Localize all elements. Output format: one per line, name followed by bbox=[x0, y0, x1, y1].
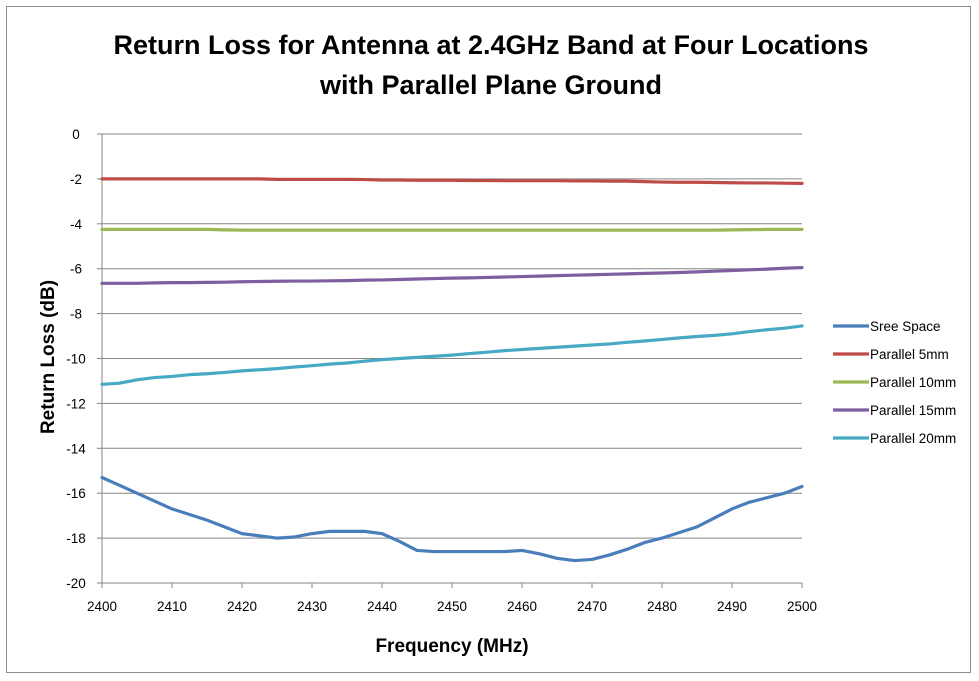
chart-title-line-2: with Parallel Plane Ground bbox=[319, 70, 662, 100]
legend: Sree Space Parallel 5mm Parallel 10mm Paral… bbox=[833, 319, 956, 446]
y-tick-label: -6 bbox=[70, 262, 82, 277]
y-tick-label: -2 bbox=[70, 172, 82, 187]
x-tick-label: 2450 bbox=[437, 599, 467, 614]
x-tick-label: 2490 bbox=[717, 599, 747, 614]
legend-label-parallel-5mm: Parallel 5mm bbox=[870, 347, 949, 362]
series-line-sree-space bbox=[100, 475, 804, 563]
legend-label-parallel-10mm: Parallel 10mm bbox=[870, 375, 956, 390]
legend-label-sree-space: Sree Space bbox=[870, 319, 941, 334]
legend-label-parallel-20mm: Parallel 20mm bbox=[870, 431, 956, 446]
series-line-parallel-10mm bbox=[100, 227, 804, 232]
y-tick-label: -20 bbox=[66, 576, 86, 591]
x-tick-label: 2430 bbox=[297, 599, 327, 614]
y-tick-label: -8 bbox=[70, 307, 82, 322]
x-tick-label: 2480 bbox=[647, 599, 677, 614]
x-tick-label: 2470 bbox=[577, 599, 607, 614]
chart-title-line-1: Return Loss for Antenna at 2.4GHz Band a… bbox=[113, 30, 868, 60]
x-tick-label: 2440 bbox=[367, 599, 397, 614]
x-tick-label: 2460 bbox=[507, 599, 537, 614]
series-line-parallel-15mm bbox=[100, 265, 804, 285]
series-line-parallel-5mm bbox=[100, 177, 804, 185]
chart-frame bbox=[6, 6, 971, 673]
legend-label-parallel-15mm: Parallel 15mm bbox=[870, 403, 956, 418]
y-tick-label: 0 bbox=[72, 127, 80, 142]
y-tick-label: -18 bbox=[66, 531, 86, 546]
y-tick-label: -12 bbox=[66, 396, 86, 411]
y-tick-label: -16 bbox=[66, 486, 86, 501]
x-tick-label: 2400 bbox=[87, 599, 117, 614]
x-tick-label: 2420 bbox=[227, 599, 257, 614]
y-axis-title: Return Loss (dB) bbox=[38, 280, 59, 434]
axes bbox=[97, 133, 803, 588]
series-line-parallel-20mm bbox=[100, 324, 804, 386]
gridlines bbox=[102, 133, 802, 584]
y-tick-label: -14 bbox=[66, 441, 86, 456]
y-tick-label: -10 bbox=[66, 352, 86, 367]
x-tick-label: 2410 bbox=[157, 599, 187, 614]
x-tick-label: 2500 bbox=[787, 599, 817, 614]
x-axis-title: Frequency (MHz) bbox=[375, 636, 528, 657]
y-tick-label: -4 bbox=[70, 217, 82, 232]
series-lines bbox=[100, 177, 804, 563]
